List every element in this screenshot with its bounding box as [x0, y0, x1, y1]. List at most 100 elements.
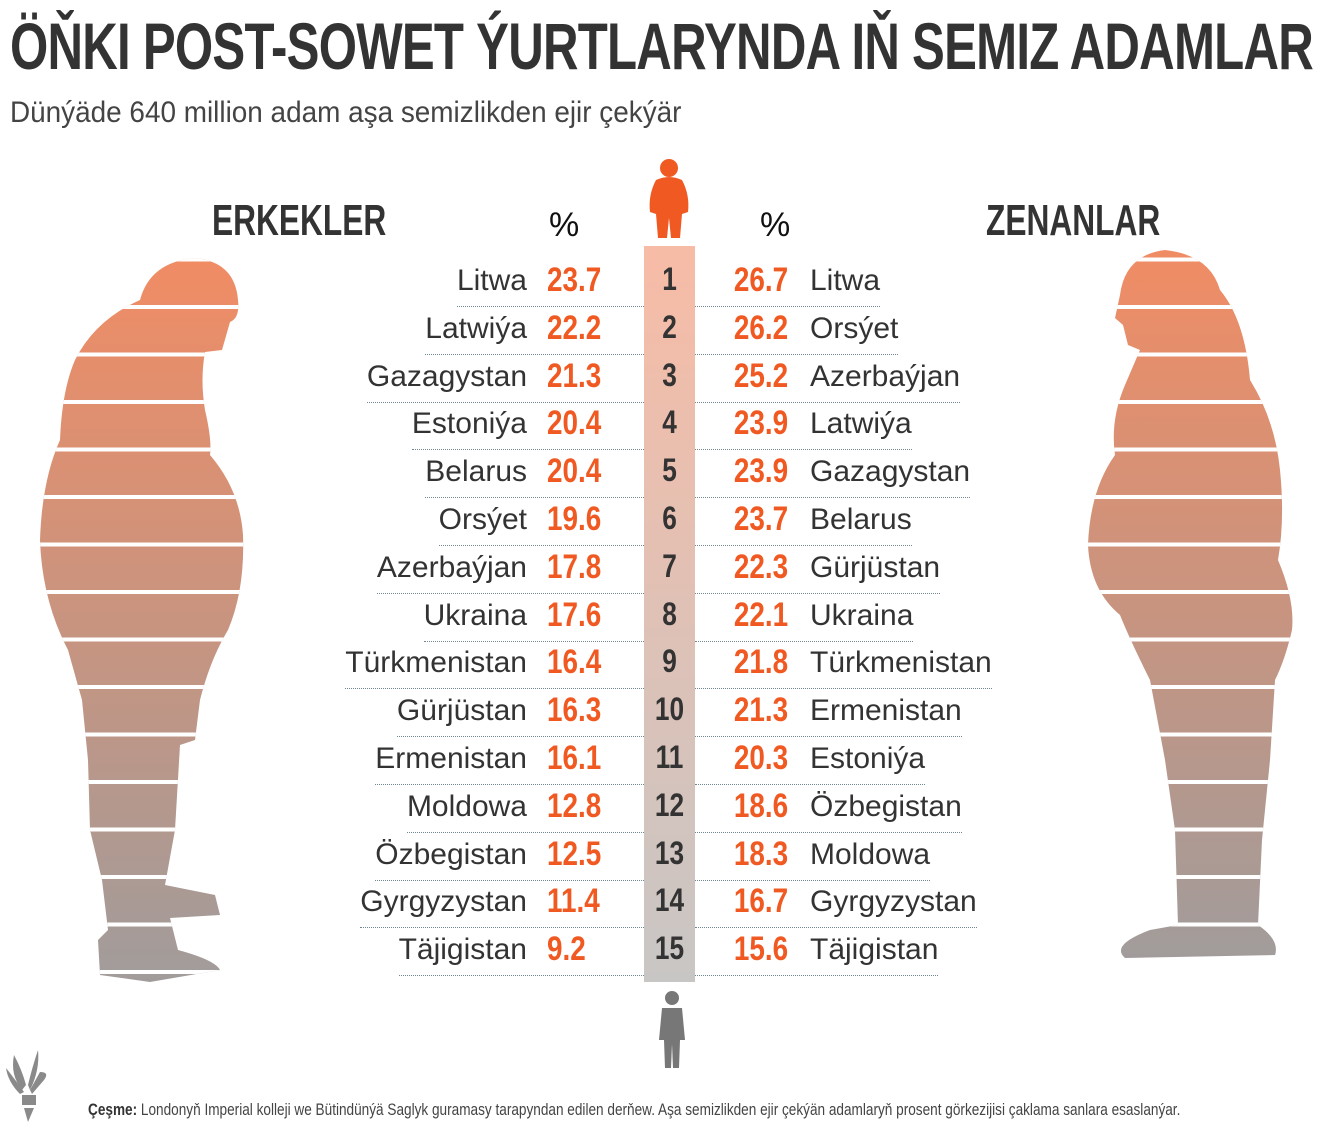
- row-divider-left: [457, 306, 644, 307]
- men-value: 12.8: [547, 786, 602, 825]
- women-country: Ermenistan: [810, 694, 962, 728]
- row-divider-right: [695, 401, 960, 403]
- men-value: 20.4: [547, 452, 602, 491]
- women-country: Türkmenistan: [810, 646, 992, 680]
- rank-number: 11: [655, 739, 684, 775]
- men-country: Estoniýa: [411, 407, 527, 441]
- rank-number: 1: [662, 261, 677, 297]
- men-value: 11.4: [547, 882, 600, 921]
- men-country: Belarus: [425, 455, 527, 489]
- row-divider-left: [375, 784, 644, 785]
- row-divider-left: [425, 497, 644, 499]
- row-divider-right: [695, 879, 930, 881]
- women-value: 23.9: [733, 452, 788, 491]
- men-value: 23.7: [547, 261, 602, 299]
- men-value: 9.2: [547, 930, 586, 969]
- table-row: Ukraina 17.6 8 22.1 Ukraina: [0, 595, 1333, 647]
- rank-number: 4: [662, 404, 677, 441]
- row-divider-right: [695, 688, 992, 690]
- women-country: Gazagystan: [810, 455, 971, 489]
- page-title: ÖŇKI POST-SOWET ÝURTLARYNDA IŇ SEMIZ ADA…: [10, 9, 1314, 83]
- women-country: Litwa: [810, 264, 881, 297]
- row-divider-left: [424, 640, 644, 642]
- women-value: 15.6: [733, 930, 788, 969]
- men-value: 17.8: [547, 547, 602, 586]
- row-divider-right: [695, 497, 970, 499]
- men-header: ERKEKLER: [212, 196, 387, 245]
- row-divider-right: [695, 449, 912, 451]
- women-country: Özbegistan: [810, 789, 962, 823]
- rank-column: [644, 246, 695, 982]
- table-row: Belarus 20.4 5 23.9 Gazagystan: [0, 452, 1333, 503]
- row-divider-left: [399, 975, 644, 977]
- row-divider-right: [695, 927, 977, 929]
- women-percent-label: %: [760, 206, 791, 244]
- women-value: 26.7: [733, 261, 788, 299]
- men-value: 12.5: [547, 834, 602, 873]
- men-value: 16.4: [547, 643, 602, 682]
- women-value: 22.1: [733, 595, 788, 634]
- source-text: Londonyň Imperial kolleji we Bütindünýä …: [140, 1100, 1181, 1119]
- row-divider-left: [397, 736, 644, 738]
- rank-number: 3: [662, 356, 677, 393]
- row-divider-right: [695, 306, 880, 307]
- table-row: Täjigistan 9.2 15 15.6 Täjigistan: [0, 930, 1333, 981]
- row-divider-left: [425, 353, 644, 355]
- row-divider-left: [367, 401, 644, 403]
- table-row: Gürjüstan 16.3 10 21.3 Ermenistan: [0, 691, 1333, 742]
- women-value: 23.9: [733, 404, 788, 443]
- women-country: Gürjüstan: [810, 550, 941, 584]
- row-divider-right: [695, 640, 913, 642]
- rank-number: 5: [662, 452, 677, 489]
- women-country: Moldowa: [810, 837, 931, 871]
- men-country: Azerbaýjan: [376, 550, 527, 584]
- rank-number: 14: [654, 882, 685, 919]
- rank-number: 9: [662, 643, 677, 680]
- men-country: Ukraina: [423, 598, 527, 632]
- women-country: Täjigistan: [810, 933, 939, 967]
- row-divider-left: [412, 449, 644, 451]
- row-divider-right: [695, 784, 925, 785]
- women-value: 23.7: [733, 500, 788, 538]
- women-value: 25.2: [733, 356, 788, 395]
- table-row: Özbegistan 12.5 13 18.3 Moldowa: [0, 834, 1333, 886]
- men-value: 16.3: [547, 691, 602, 730]
- women-value: 16.7: [733, 882, 788, 921]
- rank-number: 10: [654, 691, 685, 728]
- women-country: Orsýet: [810, 311, 899, 345]
- row-divider-right: [695, 592, 940, 594]
- row-divider-left: [439, 545, 644, 546]
- men-value: 19.6: [547, 500, 602, 538]
- table-row: Latwiýa 22.2 2 26.2 Orsýet: [0, 309, 1333, 360]
- row-divider-right: [695, 975, 938, 977]
- women-country: Azerbaýjan: [810, 359, 961, 393]
- table-row: Estoniýa 20.4 4 23.9 Latwiýa: [0, 404, 1333, 455]
- men-country: Türkmenistan: [345, 646, 527, 680]
- table-row: Moldowa 12.8 12 18.6 Özbegistan: [0, 786, 1333, 838]
- men-country: Orsýet: [438, 503, 527, 536]
- source-label: Çeşme:: [88, 1100, 138, 1119]
- table-row: Litwa 23.7 1 26.7 Litwa: [0, 261, 1333, 312]
- men-country: Ermenistan: [375, 742, 527, 775]
- men-value: 20.4: [547, 404, 602, 443]
- men-country: Täjigistan: [398, 933, 527, 967]
- rank-number: 13: [654, 834, 685, 871]
- row-divider-right: [695, 353, 898, 355]
- men-country: Gazagystan: [366, 359, 527, 393]
- men-value: 21.3: [547, 356, 602, 395]
- men-country: Litwa: [456, 264, 527, 297]
- women-value: 18.6: [733, 786, 788, 825]
- table-row: Gazagystan 21.3 3 25.2 Azerbaýjan: [0, 356, 1333, 408]
- women-country: Gyrgyzystan: [810, 885, 977, 919]
- men-value: 17.6: [547, 595, 602, 634]
- rank-number: 7: [662, 547, 677, 584]
- table-row: Gyrgyzystan 11.4 14 16.7 Gyrgyzystan: [0, 882, 1333, 933]
- woman-silhouette: [1088, 250, 1293, 958]
- women-value: 18.3: [733, 834, 788, 873]
- rank-number: 6: [662, 500, 677, 536]
- table-row: Türkmenistan 16.4 9 21.8 Türkmenistan: [0, 643, 1333, 694]
- women-header: ZENANLAR: [986, 196, 1161, 245]
- logo-torch-icon: [6, 1050, 47, 1122]
